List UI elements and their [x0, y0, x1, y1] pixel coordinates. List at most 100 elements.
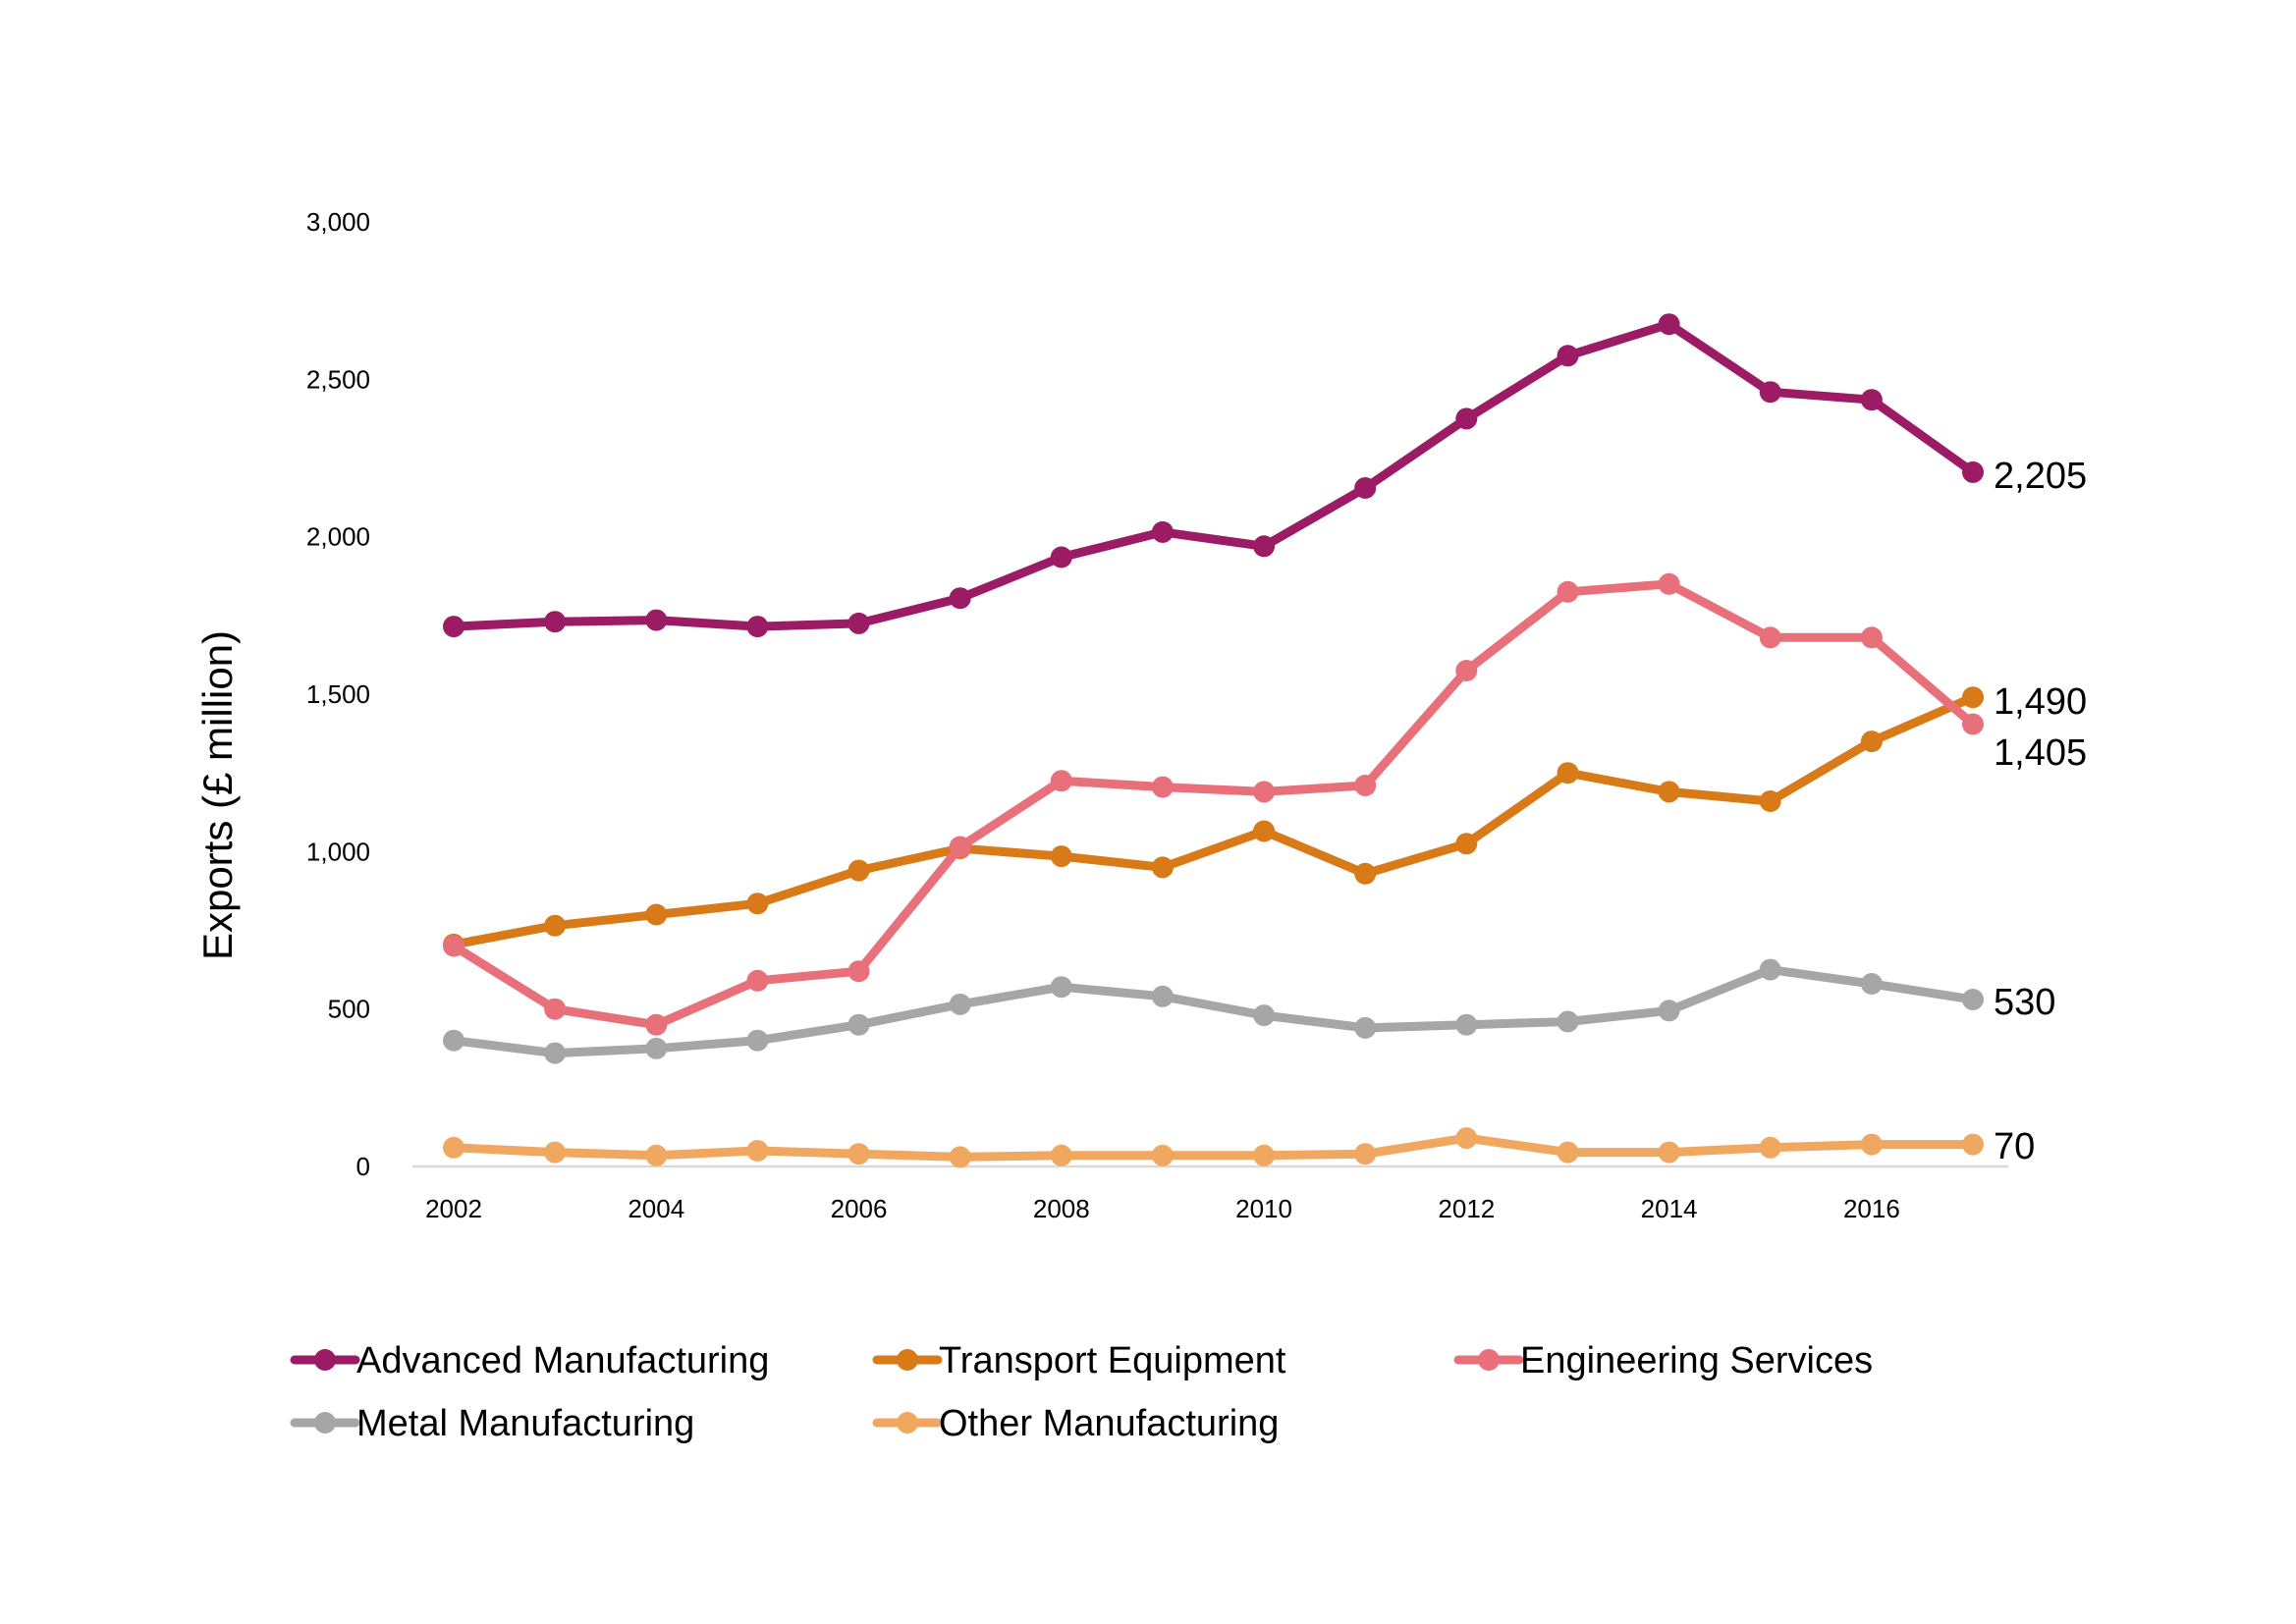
legend-item: Advanced Manufacturing — [290, 1340, 769, 1381]
x-tick-label: 2004 — [628, 1194, 684, 1223]
x-tick-label: 2006 — [831, 1194, 888, 1223]
legend-label: Engineering Services — [1520, 1340, 1873, 1381]
y-tick-label: 2,500 — [306, 364, 370, 394]
series-line — [449, 579, 1978, 1030]
data-point — [443, 935, 465, 957]
data-point — [746, 616, 769, 638]
data-point — [544, 1141, 567, 1164]
x-tick-label: 2016 — [1843, 1194, 1900, 1223]
data-point — [1151, 985, 1174, 1007]
x-tick-label: 2014 — [1641, 1194, 1698, 1223]
data-point — [1253, 781, 1276, 803]
data-point — [1962, 1133, 1984, 1156]
data-point — [1759, 790, 1781, 812]
data-point — [1050, 845, 1072, 868]
data-point — [544, 914, 567, 937]
series-engineering-services — [443, 572, 1984, 1036]
data-point — [1860, 731, 1883, 753]
data-point — [1151, 520, 1174, 543]
end-value-label: 1,405 — [1994, 732, 2087, 774]
data-point — [847, 859, 870, 882]
y-tick-label: 3,000 — [306, 207, 370, 237]
data-point — [1962, 460, 1984, 483]
data-point — [746, 1140, 769, 1162]
legend-swatch-marker — [897, 1412, 918, 1434]
y-tick-label: 2,000 — [306, 522, 370, 552]
data-point — [746, 1029, 769, 1052]
series-line — [449, 692, 1978, 949]
data-point — [544, 1042, 567, 1064]
data-point — [1658, 1000, 1680, 1022]
x-tick-label: 2008 — [1033, 1194, 1090, 1223]
data-point — [1354, 1016, 1377, 1039]
data-point — [847, 612, 870, 634]
data-point — [847, 1143, 870, 1165]
data-point — [1557, 345, 1579, 367]
y-axis-title-group: Exports (£ million) — [194, 630, 241, 960]
data-point — [645, 1037, 668, 1059]
data-point — [544, 611, 567, 633]
data-point — [1658, 781, 1680, 803]
data-point — [1557, 762, 1579, 785]
data-point — [1557, 1141, 1579, 1164]
legend-swatch-marker — [1478, 1349, 1500, 1371]
legend-label: Metal Manufacturing — [356, 1403, 694, 1444]
y-tick-label: 0 — [356, 1152, 370, 1181]
end-value-label: 2,205 — [1994, 456, 2087, 497]
data-point — [1151, 776, 1174, 798]
end-value-label: 1,490 — [1994, 681, 2087, 723]
data-point — [1253, 820, 1276, 842]
data-point — [847, 960, 870, 983]
legend: Advanced Manufacturing Transport Equipmen… — [290, 1340, 1873, 1444]
data-point — [1050, 1144, 1072, 1166]
series-line — [449, 319, 1978, 631]
y-axis-ticks: 0 500 1,000 1,500 2,000 2,500 3,000 — [306, 207, 370, 1181]
data-point — [443, 616, 465, 638]
legend-item: Other Manufacturing — [872, 1403, 1279, 1444]
data-point — [1253, 1004, 1276, 1027]
end-value-label: 70 — [1994, 1126, 2035, 1167]
data-point — [1050, 770, 1072, 792]
data-point — [443, 1136, 465, 1159]
legend-swatch-marker — [314, 1349, 336, 1371]
data-point — [1759, 1136, 1781, 1159]
data-point — [1253, 1144, 1276, 1166]
data-point — [1151, 856, 1174, 879]
data-point — [1455, 407, 1478, 430]
legend-item: Transport Equipment — [872, 1340, 1286, 1381]
data-point — [1759, 626, 1781, 649]
data-point — [1354, 1143, 1377, 1165]
y-tick-label: 500 — [328, 995, 370, 1024]
series-line — [449, 965, 1978, 1058]
data-point — [443, 1029, 465, 1052]
data-point — [949, 993, 971, 1015]
series-group — [443, 313, 1984, 1168]
data-point — [1050, 546, 1072, 568]
data-point — [1354, 477, 1377, 499]
data-point — [1354, 775, 1377, 796]
data-point — [1455, 1127, 1478, 1150]
y-tick-label: 1,000 — [306, 837, 370, 866]
legend-label: Other Manufacturing — [939, 1403, 1279, 1444]
data-point — [1962, 686, 1984, 709]
data-point — [1759, 958, 1781, 981]
series-line — [449, 1133, 1978, 1162]
data-point — [847, 1013, 870, 1036]
data-point — [544, 998, 567, 1020]
legend-label: Advanced Manufacturing — [356, 1340, 769, 1381]
data-point — [1151, 1144, 1174, 1166]
data-point — [1860, 1133, 1883, 1156]
x-tick-label: 2012 — [1438, 1194, 1495, 1223]
data-point — [1860, 389, 1883, 411]
legend-swatch-marker — [314, 1412, 336, 1434]
legend-label: Transport Equipment — [939, 1340, 1286, 1381]
data-point — [746, 969, 769, 992]
data-point — [645, 1144, 668, 1166]
data-point — [949, 836, 971, 858]
data-point — [1354, 862, 1377, 885]
data-point — [1455, 1013, 1478, 1036]
x-tick-label: 2002 — [425, 1194, 482, 1223]
data-point — [1557, 1010, 1579, 1033]
data-point — [1050, 976, 1072, 999]
data-point — [1658, 1141, 1680, 1164]
